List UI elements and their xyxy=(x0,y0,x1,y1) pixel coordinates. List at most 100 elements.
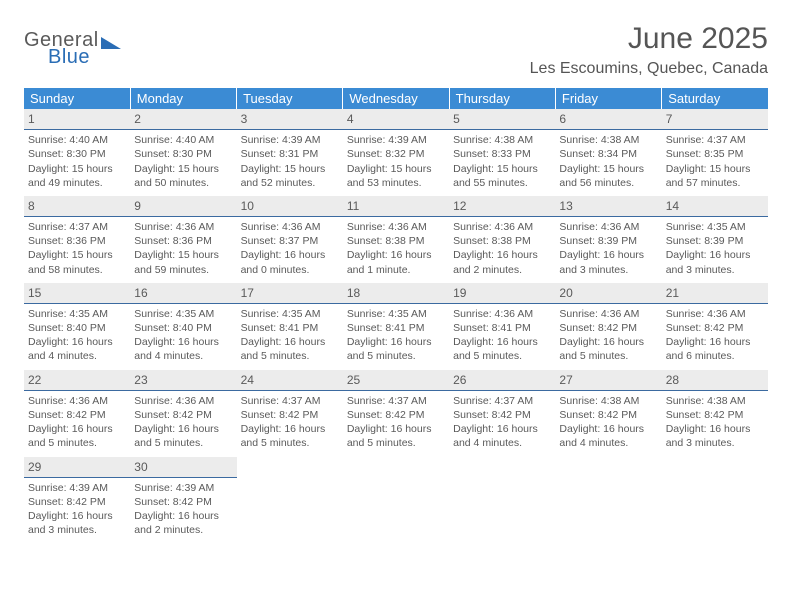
calendar-day-cell xyxy=(449,457,555,544)
sunset-line: Sunset: 8:33 PM xyxy=(453,147,551,161)
sunrise-line: Sunrise: 4:39 AM xyxy=(347,133,445,147)
daylight-line: Daylight: 15 hours and 53 minutes. xyxy=(347,162,445,190)
day-number: 10 xyxy=(237,196,343,217)
calendar-day-cell: 25Sunrise: 4:37 AMSunset: 8:42 PMDayligh… xyxy=(343,370,449,457)
sunset-line: Sunset: 8:42 PM xyxy=(453,408,551,422)
sunrise-line: Sunrise: 4:36 AM xyxy=(241,220,339,234)
calendar-day-cell: 28Sunrise: 4:38 AMSunset: 8:42 PMDayligh… xyxy=(662,370,768,457)
calendar-day-cell: 5Sunrise: 4:38 AMSunset: 8:33 PMDaylight… xyxy=(449,109,555,196)
daylight-line: Daylight: 15 hours and 56 minutes. xyxy=(559,162,657,190)
daylight-line: Daylight: 16 hours and 3 minutes. xyxy=(28,509,126,537)
calendar-day-cell: 1Sunrise: 4:40 AMSunset: 8:30 PMDaylight… xyxy=(24,109,130,196)
calendar-day-cell: 24Sunrise: 4:37 AMSunset: 8:42 PMDayligh… xyxy=(237,370,343,457)
sunrise-line: Sunrise: 4:37 AM xyxy=(347,394,445,408)
sunrise-line: Sunrise: 4:38 AM xyxy=(559,133,657,147)
sunset-line: Sunset: 8:32 PM xyxy=(347,147,445,161)
calendar-day-cell: 9Sunrise: 4:36 AMSunset: 8:36 PMDaylight… xyxy=(130,196,236,283)
sunrise-line: Sunrise: 4:38 AM xyxy=(559,394,657,408)
sunset-line: Sunset: 8:40 PM xyxy=(28,321,126,335)
daylight-line: Daylight: 16 hours and 1 minute. xyxy=(347,248,445,276)
calendar-day-cell: 30Sunrise: 4:39 AMSunset: 8:42 PMDayligh… xyxy=(130,457,236,544)
sunrise-line: Sunrise: 4:37 AM xyxy=(241,394,339,408)
daylight-line: Daylight: 15 hours and 50 minutes. xyxy=(134,162,232,190)
day-number: 9 xyxy=(130,196,236,217)
sunrise-line: Sunrise: 4:37 AM xyxy=(453,394,551,408)
day-number: 6 xyxy=(555,109,661,130)
sunset-line: Sunset: 8:42 PM xyxy=(666,321,764,335)
day-number: 22 xyxy=(24,370,130,391)
day-number: 5 xyxy=(449,109,555,130)
weekday-header: Tuesday xyxy=(237,88,343,109)
daylight-line: Daylight: 16 hours and 2 minutes. xyxy=(134,509,232,537)
daylight-line: Daylight: 15 hours and 49 minutes. xyxy=(28,162,126,190)
day-number: 27 xyxy=(555,370,661,391)
daylight-line: Daylight: 16 hours and 2 minutes. xyxy=(453,248,551,276)
sunrise-line: Sunrise: 4:36 AM xyxy=(347,220,445,234)
sunset-line: Sunset: 8:42 PM xyxy=(666,408,764,422)
calendar-day-cell: 8Sunrise: 4:37 AMSunset: 8:36 PMDaylight… xyxy=(24,196,130,283)
calendar-day-cell: 18Sunrise: 4:35 AMSunset: 8:41 PMDayligh… xyxy=(343,283,449,370)
calendar-day-cell: 17Sunrise: 4:35 AMSunset: 8:41 PMDayligh… xyxy=(237,283,343,370)
day-number: 19 xyxy=(449,283,555,304)
day-number: 29 xyxy=(24,457,130,478)
daylight-line: Daylight: 15 hours and 59 minutes. xyxy=(134,248,232,276)
day-number: 7 xyxy=(662,109,768,130)
daylight-line: Daylight: 16 hours and 4 minutes. xyxy=(134,335,232,363)
sunrise-line: Sunrise: 4:36 AM xyxy=(559,307,657,321)
calendar-week-row: 8Sunrise: 4:37 AMSunset: 8:36 PMDaylight… xyxy=(24,196,768,283)
calendar-day-cell: 27 Sunrise: 4:38 AMSunset: 8:42 PMDayligh… xyxy=(555,370,661,457)
sunrise-line: Sunrise: 4:36 AM xyxy=(134,220,232,234)
calendar-week-row: 15Sunrise: 4:35 AMSunset: 8:40 PMDayligh… xyxy=(24,283,768,370)
sunset-line: Sunset: 8:41 PM xyxy=(453,321,551,335)
day-number: 13 xyxy=(555,196,661,217)
sunset-line: Sunset: 8:42 PM xyxy=(134,408,232,422)
weekday-header: Friday xyxy=(555,88,661,109)
daylight-line: Daylight: 15 hours and 57 minutes. xyxy=(666,162,764,190)
day-number: 21 xyxy=(662,283,768,304)
daylight-line: Daylight: 16 hours and 5 minutes. xyxy=(347,335,445,363)
sunset-line: Sunset: 8:35 PM xyxy=(666,147,764,161)
sunset-line: Sunset: 8:42 PM xyxy=(559,408,657,422)
logo-text-blue: Blue xyxy=(24,47,121,67)
sunset-line: Sunset: 8:39 PM xyxy=(559,234,657,248)
sunset-line: Sunset: 8:37 PM xyxy=(241,234,339,248)
sunrise-line: Sunrise: 4:36 AM xyxy=(559,220,657,234)
daylight-line: Daylight: 16 hours and 5 minutes. xyxy=(134,422,232,450)
logo: General Blue xyxy=(24,22,121,67)
sunset-line: Sunset: 8:42 PM xyxy=(28,495,126,509)
day-number: 14 xyxy=(662,196,768,217)
calendar-day-cell: 15Sunrise: 4:35 AMSunset: 8:40 PMDayligh… xyxy=(24,283,130,370)
day-number: 8 xyxy=(24,196,130,217)
daylight-line: Daylight: 16 hours and 4 minutes. xyxy=(453,422,551,450)
daylight-line: Daylight: 16 hours and 3 minutes. xyxy=(666,248,764,276)
sunrise-line: Sunrise: 4:37 AM xyxy=(666,133,764,147)
calendar-day-cell: 20Sunrise: 4:36 AMSunset: 8:42 PMDayligh… xyxy=(555,283,661,370)
calendar-day-cell xyxy=(237,457,343,544)
sunrise-line: Sunrise: 4:36 AM xyxy=(28,394,126,408)
daylight-line: Daylight: 15 hours and 58 minutes. xyxy=(28,248,126,276)
sunrise-line: Sunrise: 4:40 AM xyxy=(134,133,232,147)
month-title: June 2025 xyxy=(530,22,768,56)
daylight-line: Daylight: 16 hours and 4 minutes. xyxy=(559,422,657,450)
daylight-line: Daylight: 16 hours and 3 minutes. xyxy=(559,248,657,276)
sunset-line: Sunset: 8:30 PM xyxy=(134,147,232,161)
daylight-line: Daylight: 16 hours and 5 minutes. xyxy=(347,422,445,450)
sunrise-line: Sunrise: 4:39 AM xyxy=(134,481,232,495)
sunset-line: Sunset: 8:42 PM xyxy=(134,495,232,509)
day-number: 1 xyxy=(24,109,130,130)
calendar-day-cell: 21Sunrise: 4:36 AMSunset: 8:42 PMDayligh… xyxy=(662,283,768,370)
calendar-day-cell: 11Sunrise: 4:36 AMSunset: 8:38 PMDayligh… xyxy=(343,196,449,283)
sunset-line: Sunset: 8:38 PM xyxy=(453,234,551,248)
day-number: 24 xyxy=(237,370,343,391)
sunset-line: Sunset: 8:34 PM xyxy=(559,147,657,161)
daylight-line: Daylight: 16 hours and 3 minutes. xyxy=(666,422,764,450)
weekday-header-row: Sunday Monday Tuesday Wednesday Thursday… xyxy=(24,88,768,109)
sunset-line: Sunset: 8:36 PM xyxy=(28,234,126,248)
sunrise-line: Sunrise: 4:39 AM xyxy=(241,133,339,147)
daylight-line: Daylight: 16 hours and 5 minutes. xyxy=(559,335,657,363)
calendar-day-cell xyxy=(555,457,661,544)
calendar-week-row: 22Sunrise: 4:36 AMSunset: 8:42 PMDayligh… xyxy=(24,370,768,457)
calendar-day-cell: 19Sunrise: 4:36 AMSunset: 8:41 PMDayligh… xyxy=(449,283,555,370)
weekday-header: Thursday xyxy=(449,88,555,109)
weekday-header: Wednesday xyxy=(343,88,449,109)
